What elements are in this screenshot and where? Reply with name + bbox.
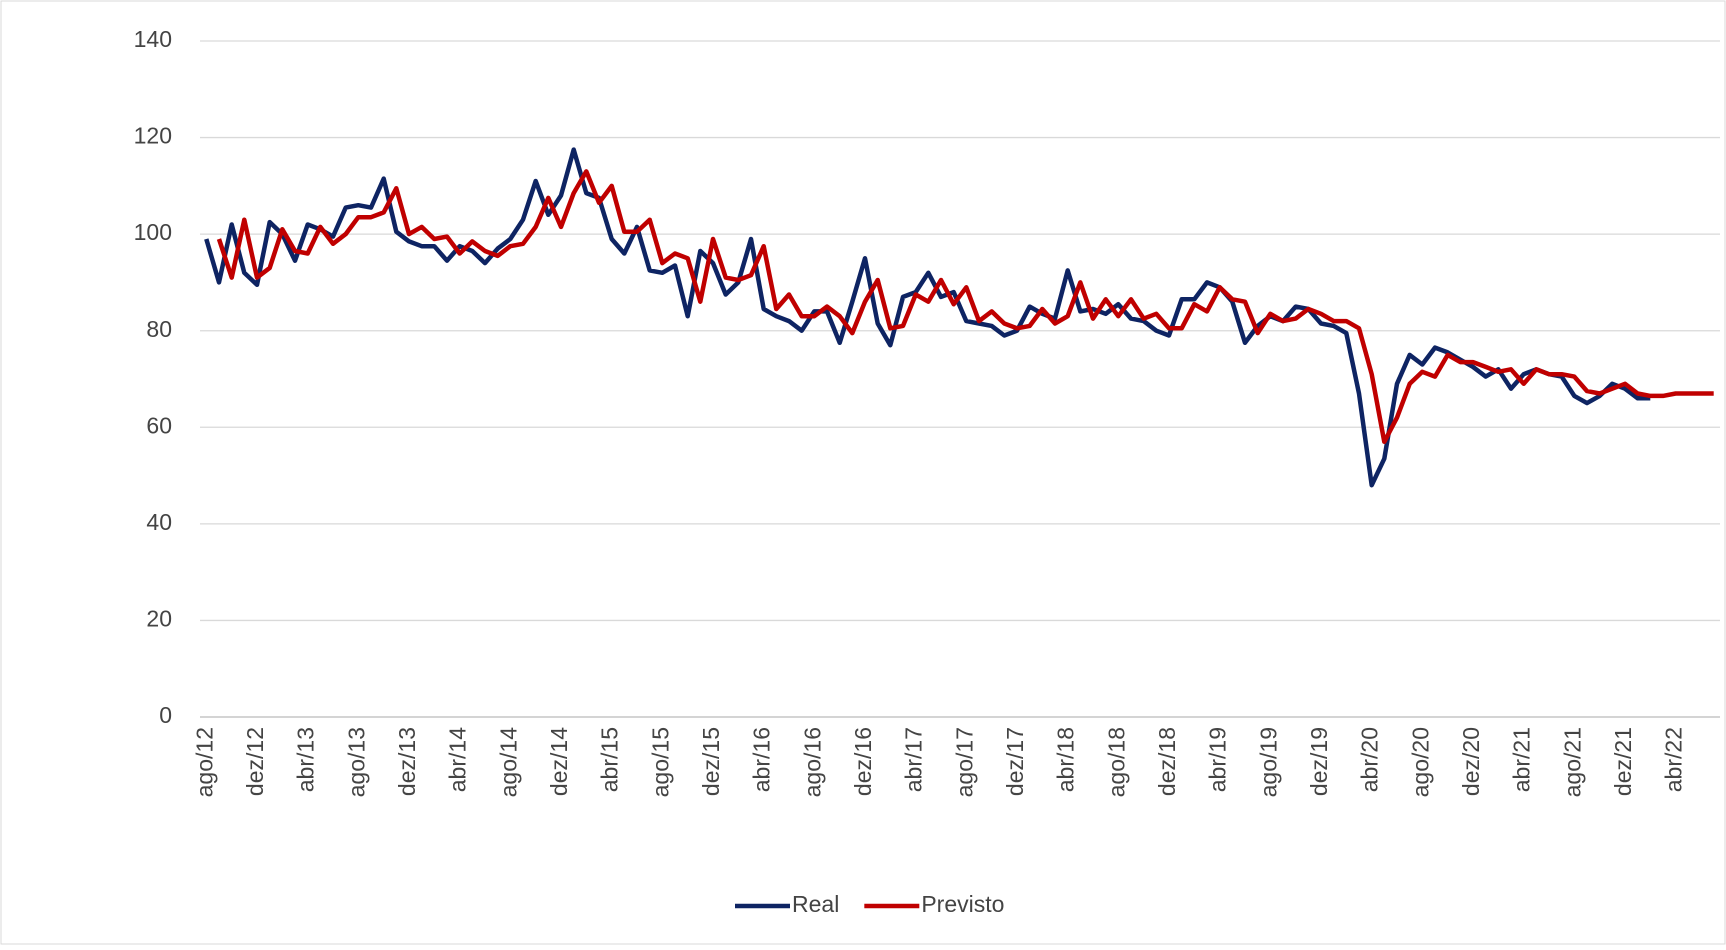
- y-tick-label: 20: [146, 606, 172, 632]
- x-tick-label: dez/13: [394, 727, 420, 796]
- x-tick-label: dez/16: [850, 727, 876, 796]
- x-tick-label: abr/22: [1661, 727, 1687, 792]
- x-tick-label: ago/17: [951, 727, 977, 797]
- x-tick-label: dez/14: [546, 727, 572, 796]
- x-tick-label: ago/19: [1255, 727, 1281, 797]
- x-tick-label: dez/21: [1610, 727, 1636, 796]
- y-tick-label: 100: [134, 219, 172, 245]
- y-tick-label: 120: [134, 123, 172, 149]
- series-line: [204, 147, 1651, 488]
- x-tick-label: ago/13: [343, 727, 369, 797]
- x-tick-label: abr/18: [1053, 727, 1079, 792]
- x-tick-label: ago/18: [1103, 727, 1129, 797]
- x-tick-label: abr/20: [1357, 727, 1383, 792]
- y-tick-label: 140: [134, 26, 172, 52]
- x-tick-label: ago/12: [191, 727, 217, 797]
- x-tick-label: dez/20: [1458, 727, 1484, 796]
- x-tick-label: abr/21: [1509, 727, 1535, 792]
- x-tick-label: ago/20: [1407, 727, 1433, 797]
- x-tick-label: abr/19: [1205, 727, 1231, 792]
- x-tick-label: abr/15: [597, 727, 623, 792]
- y-tick-label: 80: [146, 316, 172, 342]
- x-tick-label: dez/12: [242, 727, 268, 796]
- x-tick-label: abr/13: [293, 727, 319, 792]
- x-tick-label: dez/18: [1154, 727, 1180, 796]
- series-line: [216, 169, 1714, 445]
- y-tick-label: 60: [146, 412, 172, 438]
- legend-label: Real: [792, 891, 839, 917]
- x-tick-label: ago/14: [495, 727, 521, 798]
- y-tick-label: 40: [146, 509, 172, 535]
- x-tick-label: dez/17: [1002, 727, 1028, 796]
- x-tick-label: dez/15: [698, 727, 724, 796]
- x-tick-label: ago/16: [799, 727, 825, 797]
- y-tick-label: 0: [159, 702, 172, 728]
- legend-label: Previsto: [921, 891, 1004, 917]
- x-tick-label: ago/21: [1559, 727, 1585, 797]
- x-tick-label: abr/17: [901, 727, 927, 792]
- x-tick-label: ago/15: [647, 727, 673, 797]
- x-tick-label: abr/16: [749, 727, 775, 792]
- x-tick-label: dez/19: [1306, 727, 1332, 796]
- x-tick-label: abr/14: [445, 727, 471, 792]
